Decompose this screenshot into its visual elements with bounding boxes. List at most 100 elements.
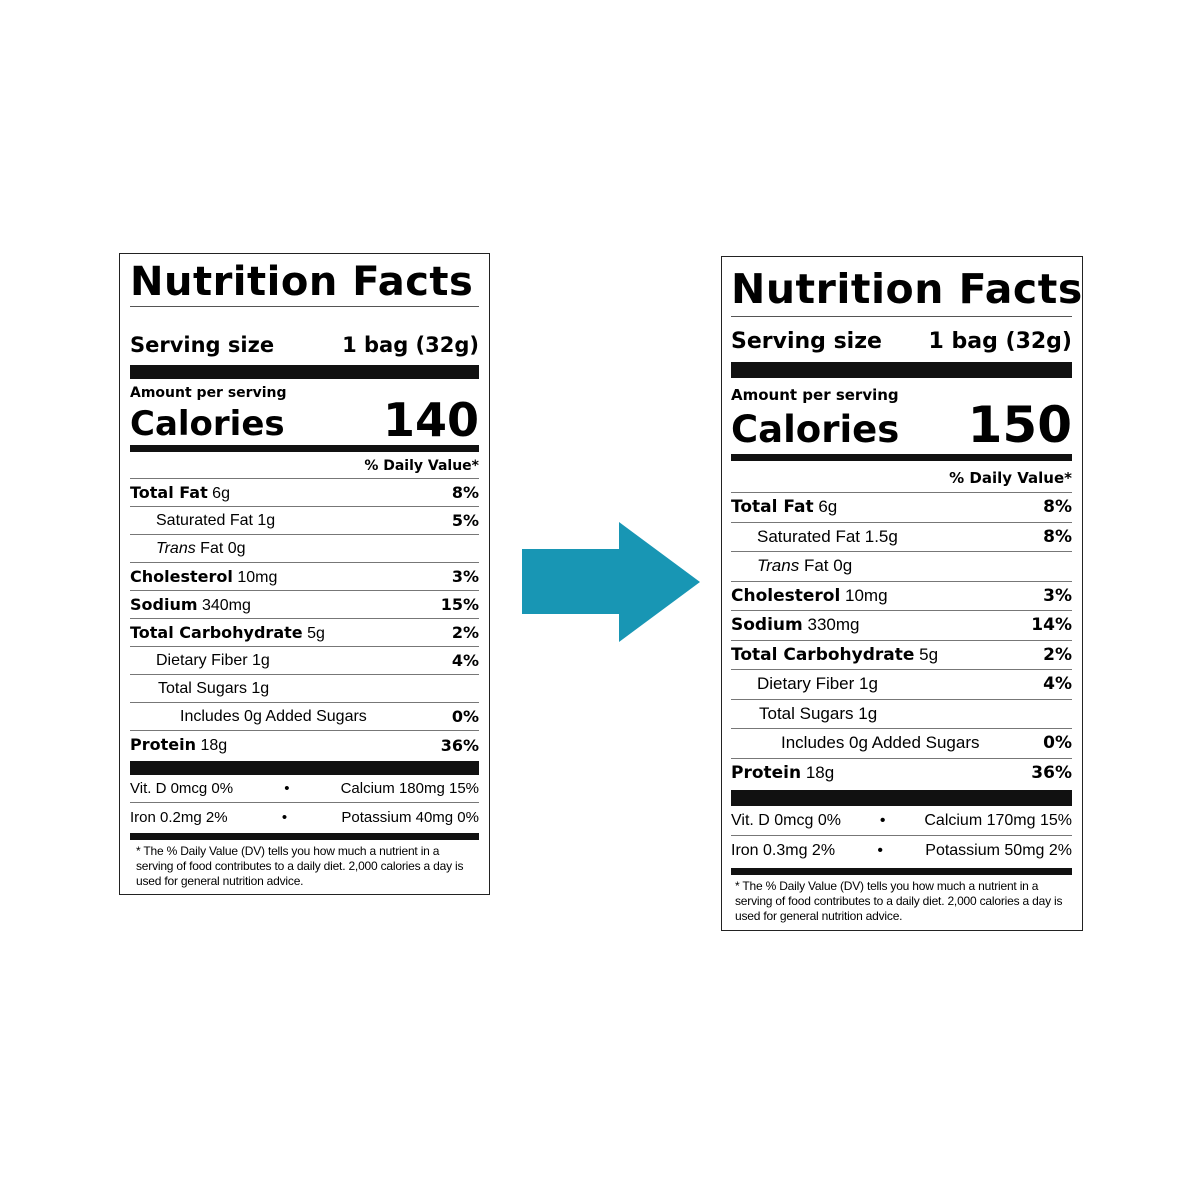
mineral-left: Iron 0.2mg 2% — [130, 808, 228, 826]
nutrient-row: Protein 18g 36% — [130, 731, 479, 759]
nutrient-dv: 15% — [440, 595, 479, 615]
nutrient-row: Total Fat 6g 8% — [130, 479, 479, 508]
medium-divider — [731, 868, 1072, 875]
nutrient-dv: 5% — [451, 511, 479, 531]
medium-divider — [130, 833, 479, 841]
divider — [731, 316, 1072, 317]
nutrient-name: Includes 0g Added Sugars — [180, 707, 367, 725]
nutrient-dv: 4% — [451, 651, 479, 671]
nutrient-dv: 2% — [451, 623, 479, 643]
nutrient-dv: 8% — [451, 483, 479, 503]
nutrient-dv: 2% — [1043, 644, 1072, 665]
nutrient-dv: 36% — [1031, 763, 1072, 784]
nutrient-name: Total Fat — [130, 482, 208, 502]
nutrient-name: Includes 0g Added Sugars — [781, 733, 980, 753]
calories-label: Calories — [731, 408, 900, 451]
mineral-left: Vit. D 0mcg 0% — [130, 780, 234, 798]
thick-divider — [130, 761, 479, 776]
nutrient-amount: 18g — [200, 737, 228, 755]
nutrient-amount: 5g — [307, 624, 325, 642]
nutrient-dv: 3% — [451, 567, 479, 587]
nutrient-row: Protein 18g 36% — [731, 759, 1072, 789]
mineral-row: Iron 0.3mg 2% • Potassium 50mg 2% — [731, 836, 1072, 866]
thick-divider — [130, 365, 479, 379]
serving-size-row: Serving size 1 bag (32g) — [731, 323, 1072, 354]
nutrient-name: Trans — [757, 556, 800, 576]
calories-label: Calories — [130, 404, 285, 445]
nutrient-row: Saturated Fat 1.5g 8% — [731, 523, 1072, 552]
nutrient-amount: 1g — [251, 679, 270, 697]
calories-row: Calories 150 — [731, 400, 1072, 451]
nutrient-row: Cholesterol 10mg 3% — [731, 582, 1072, 611]
nutrient-row: Total Sugars 1g — [130, 675, 479, 704]
nutrient-amount: 18g — [805, 763, 835, 783]
bullet-separator: • — [877, 842, 883, 859]
medium-divider — [731, 454, 1072, 461]
nutrient-row: Includes 0g Added Sugars 0% — [130, 703, 479, 732]
mineral-row: Vit. D 0mcg 0% • Calcium 180mg 15% — [130, 775, 479, 804]
nutrient-name: Sodium — [130, 594, 198, 614]
nutrient-name: Dietary Fiber — [156, 651, 248, 669]
nutrient-name: Saturated Fat — [156, 511, 253, 529]
mineral-right: Potassium 50mg 2% — [925, 842, 1072, 859]
calories-value: 140 — [382, 393, 479, 447]
serving-size-row: Serving size 1 bag (32g) — [130, 333, 479, 357]
nutrient-name: Sodium — [731, 615, 803, 636]
nutrient-amount: 1g — [252, 651, 270, 669]
nutrient-dv: 8% — [1043, 497, 1072, 518]
nutrient-row: Sodium 340mg 15% — [130, 591, 479, 620]
right-arrow-icon — [522, 522, 700, 642]
serving-size-label: Serving size — [130, 333, 275, 357]
nutrient-name-rest: Fat — [200, 539, 224, 557]
nutrient-dv: 14% — [1031, 615, 1072, 636]
nutrition-label-after: Nutrition Facts Serving size 1 bag (32g)… — [721, 256, 1083, 931]
nutrition-label-before: Nutrition Facts Serving size 1 bag (32g)… — [119, 253, 490, 895]
serving-size-value: 1 bag (32g) — [342, 333, 479, 357]
nutrient-row: Sodium 330mg 14% — [731, 611, 1072, 641]
amount-per-serving-label: Amount per serving — [731, 386, 899, 404]
nutrient-name: Dietary Fiber — [757, 674, 855, 694]
nutrient-name-rest: Fat — [803, 556, 829, 576]
nutrient-row: Trans Fat 0g — [731, 552, 1072, 582]
nutrient-amount: 6g — [818, 497, 838, 517]
divider — [130, 306, 479, 307]
nutrient-row: Saturated Fat 1g 5% — [130, 507, 479, 536]
nutrient-amount: 6g — [212, 484, 230, 502]
serving-size-label: Serving size — [731, 329, 882, 354]
daily-value-footnote: * The % Daily Value (DV) tells you how m… — [136, 844, 464, 889]
nutrient-name: Total Sugars — [158, 679, 247, 697]
nutrient-amount: 1g — [858, 703, 878, 723]
nutrient-name: Protein — [731, 763, 802, 784]
medium-divider — [130, 445, 479, 453]
mineral-right: Calcium 170mg 15% — [924, 811, 1072, 829]
nutrient-amount: 330mg — [807, 615, 860, 635]
daily-value-header: % Daily Value* — [130, 452, 479, 480]
nutrient-name: Protein — [130, 735, 196, 755]
mineral-right: Potassium 40mg 0% — [341, 808, 479, 826]
amount-per-serving-label: Amount per serving — [130, 385, 287, 401]
mineral-row: Vit. D 0mcg 0% • Calcium 170mg 15% — [731, 806, 1072, 836]
nutrient-row: Dietary Fiber 1g 4% — [130, 647, 479, 676]
bullet-separator: • — [879, 811, 886, 829]
nutrient-dv: 4% — [1043, 674, 1072, 695]
nutrient-amount: 1g — [257, 511, 276, 529]
thick-divider — [731, 362, 1072, 378]
nutrient-name: Saturated Fat — [757, 526, 861, 546]
nutrient-row: Total Carbohydrate 5g 2% — [130, 619, 479, 648]
thick-divider — [731, 790, 1072, 806]
mineral-row: Iron 0.2mg 2% • Potassium 40mg 0% — [130, 803, 479, 831]
nutrient-dv: 3% — [1043, 585, 1072, 606]
nutrient-name: Total Carbohydrate — [731, 644, 915, 665]
nutrient-row: Total Carbohydrate 5g 2% — [731, 641, 1072, 670]
nutrient-amount: 1g — [859, 674, 878, 694]
daily-value-header: % Daily Value* — [731, 461, 1072, 493]
nutrient-name: Total Carbohydrate — [130, 622, 303, 642]
mineral-right: Calcium 180mg 15% — [340, 780, 479, 798]
nutrient-row: Trans Fat 0g — [130, 535, 479, 564]
nutrient-dv: 8% — [1043, 526, 1072, 547]
nutrient-row: Total Sugars 1g — [731, 700, 1072, 729]
nutrient-amount: 10mg — [237, 568, 278, 586]
nutrient-row: Cholesterol 10mg 3% — [130, 563, 479, 592]
nutrient-amount: 1.5g — [864, 526, 898, 546]
nutrient-name: Trans — [156, 539, 196, 557]
